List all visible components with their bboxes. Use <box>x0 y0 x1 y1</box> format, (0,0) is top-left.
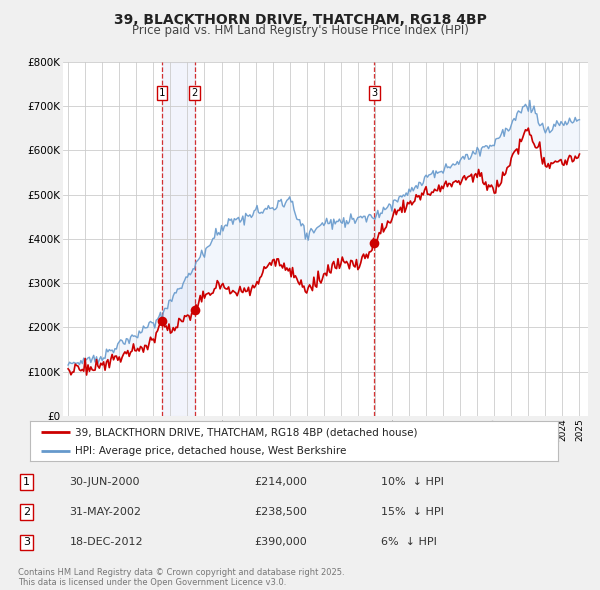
Text: 1: 1 <box>159 88 165 98</box>
Text: £214,000: £214,000 <box>254 477 307 487</box>
Text: £238,500: £238,500 <box>254 507 307 517</box>
Text: 39, BLACKTHORN DRIVE, THATCHAM, RG18 4BP: 39, BLACKTHORN DRIVE, THATCHAM, RG18 4BP <box>113 13 487 27</box>
Text: 31-MAY-2002: 31-MAY-2002 <box>70 507 142 517</box>
Text: 30-JUN-2000: 30-JUN-2000 <box>70 477 140 487</box>
Text: Price paid vs. HM Land Registry's House Price Index (HPI): Price paid vs. HM Land Registry's House … <box>131 24 469 37</box>
Text: 1: 1 <box>23 477 30 487</box>
Bar <box>162 62 194 416</box>
Text: 3: 3 <box>23 537 30 548</box>
Text: 3: 3 <box>371 88 377 98</box>
Text: 39, BLACKTHORN DRIVE, THATCHAM, RG18 4BP (detached house): 39, BLACKTHORN DRIVE, THATCHAM, RG18 4BP… <box>75 427 418 437</box>
Text: 2: 2 <box>23 507 30 517</box>
Text: 6%  ↓ HPI: 6% ↓ HPI <box>380 537 437 548</box>
Text: 15%  ↓ HPI: 15% ↓ HPI <box>380 507 443 517</box>
Text: HPI: Average price, detached house, West Berkshire: HPI: Average price, detached house, West… <box>75 445 346 455</box>
Text: 18-DEC-2012: 18-DEC-2012 <box>70 537 143 548</box>
Text: 10%  ↓ HPI: 10% ↓ HPI <box>380 477 443 487</box>
Text: Contains HM Land Registry data © Crown copyright and database right 2025.
This d: Contains HM Land Registry data © Crown c… <box>18 568 344 587</box>
Text: 2: 2 <box>191 88 198 98</box>
Text: £390,000: £390,000 <box>254 537 307 548</box>
